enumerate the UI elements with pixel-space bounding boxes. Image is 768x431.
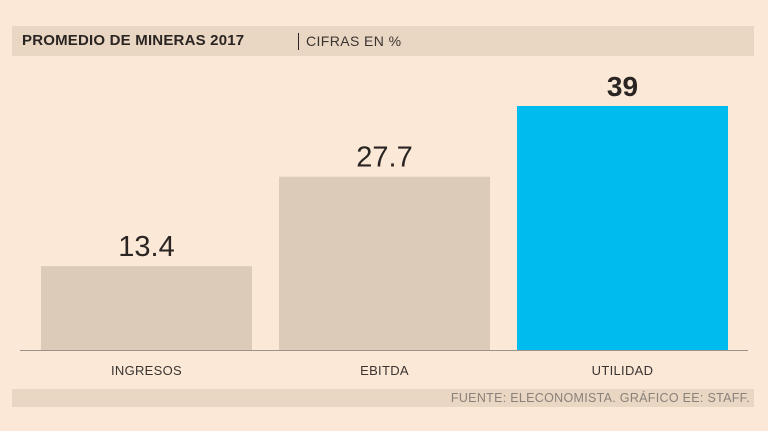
title-separator	[298, 33, 299, 50]
chart-subtitle: CIFRAS EN %	[306, 33, 402, 49]
footer-band: FUENTE: ELECONOMISTA. GRÁFICO EE: STAFF.	[12, 389, 754, 407]
value-label-utilidad: 39	[607, 71, 638, 102]
category-label-ingresos: INGRESOS	[111, 363, 182, 378]
chart-title: PROMEDIO DE MINERAS 2017	[22, 32, 245, 49]
category-label-ebitda: EBITDA	[360, 363, 409, 378]
value-label-ebitda: 27.7	[356, 142, 412, 174]
source-note: FUENTE: ELECONOMISTA. GRÁFICO EE: STAFF.	[450, 391, 750, 405]
bar-utilidad	[517, 106, 728, 350]
bar-ingresos	[41, 266, 252, 350]
category-label-utilidad: UTILIDAD	[592, 363, 654, 378]
bar-ebitda	[279, 176, 490, 350]
header-band: PROMEDIO DE MINERAS 2017 CIFRAS EN %	[12, 26, 754, 56]
value-label-ingresos: 13.4	[118, 231, 174, 263]
